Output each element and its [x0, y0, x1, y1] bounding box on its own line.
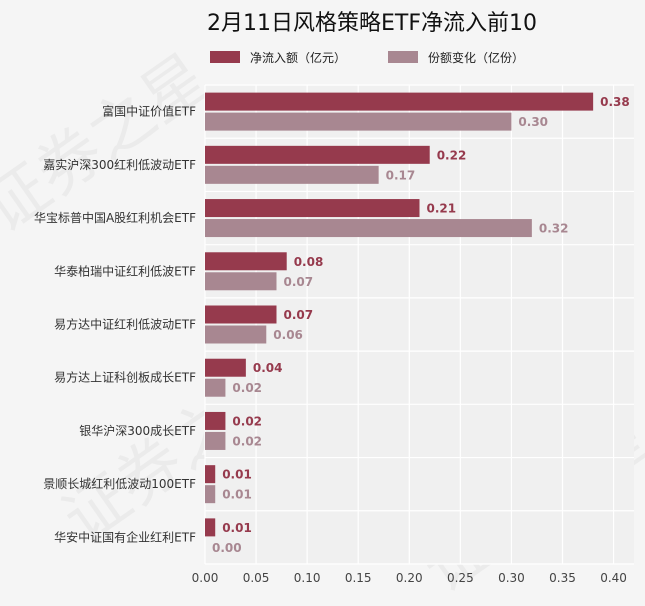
category-label: 华宝标普中国A股红利机会ETF — [34, 210, 196, 225]
data-label: 0.30 — [518, 115, 548, 129]
legend-swatch — [210, 51, 240, 63]
x-tick-label: 0.30 — [498, 571, 525, 585]
category-label: 易方达上证科创板成长ETF — [54, 370, 196, 385]
x-tick-label: 0.25 — [447, 571, 474, 585]
bar-share-change — [205, 431, 226, 450]
data-label: 0.02 — [232, 414, 262, 428]
x-tick-label: 0.10 — [294, 571, 321, 585]
x-tick-label: 0.35 — [549, 571, 576, 585]
legend-label: 净流入额（亿元） — [250, 50, 346, 65]
bar-net-inflow — [205, 358, 246, 377]
data-label: 0.02 — [232, 434, 262, 448]
x-axis-ticks: 0.00 0.05 0.10 0.15 0.20 0.25 0.30 0.35 0.40 — [192, 571, 627, 585]
x-tick-label: 0.40 — [600, 571, 627, 585]
bar-net-inflow — [205, 411, 226, 430]
bar-share-change — [205, 378, 226, 397]
data-label: 0.04 — [253, 361, 283, 375]
bar-share-change — [205, 325, 267, 344]
legend: 净流入额（亿元） 份额变化（亿份） — [210, 50, 524, 65]
category-label: 华安中证国有企业红利ETF — [54, 529, 196, 544]
category-label: 景顺长城红利低波动100ETF — [43, 476, 196, 491]
category-label: 易方达中证红利低波动ETF — [54, 317, 196, 332]
x-tick-label: 0.20 — [396, 571, 423, 585]
grid — [204, 84, 634, 565]
bar-net-inflow — [205, 252, 287, 271]
bar-share-change — [205, 112, 512, 131]
data-label: 0.01 — [222, 521, 252, 535]
x-tick-label: 0.15 — [345, 571, 372, 585]
bar-net-inflow — [205, 199, 420, 218]
category-label: 银华沪深300成长ETF — [79, 424, 196, 438]
bar-net-inflow — [205, 465, 216, 484]
bars: 0.38 0.30 0.22 0.17 0.21 0.32 0.08 0.07 0.07 0.06… — [205, 92, 630, 555]
bar-net-inflow — [205, 305, 277, 324]
chart-title: 2月11日风格策略ETF净流入前10 — [207, 11, 537, 36]
data-label: 0.17 — [386, 168, 416, 182]
data-label: 0.38 — [600, 95, 630, 109]
data-label: 0.02 — [232, 381, 262, 395]
data-label: 0.01 — [222, 468, 252, 482]
data-label: 0.22 — [437, 148, 467, 162]
data-label: 0.01 — [222, 488, 252, 502]
data-label: 0.32 — [539, 222, 569, 236]
category-label: 富国中证价值ETF — [102, 104, 196, 119]
data-label: 0.07 — [284, 308, 314, 322]
data-label: 0.06 — [273, 328, 303, 342]
legend-swatch — [388, 51, 418, 63]
data-label: 0.21 — [427, 202, 457, 216]
bar-net-inflow — [205, 518, 216, 537]
bar-net-inflow — [205, 145, 430, 164]
category-labels: 富国中证价值ETF 嘉实沪深300红利低波动ETF 华宝标普中国A股红利机会ETF 华… — [34, 104, 196, 545]
bar-share-change — [205, 485, 216, 504]
bar-share-change — [205, 272, 277, 291]
bar-share-change — [205, 219, 532, 238]
category-label: 嘉实沪深300红利低波动ETF — [43, 157, 196, 172]
x-tick-label: 0.05 — [243, 571, 270, 585]
legend-label: 份额变化（亿份） — [428, 50, 524, 65]
category-label: 华泰柏瑞中证红利低波ETF — [54, 263, 196, 278]
bar-share-change — [205, 165, 379, 184]
data-label: 0.07 — [284, 275, 314, 289]
data-label: 0.00 — [212, 541, 242, 555]
x-tick-label: 0.00 — [192, 571, 219, 585]
bar-net-inflow — [205, 92, 594, 111]
data-label: 0.08 — [294, 255, 324, 269]
